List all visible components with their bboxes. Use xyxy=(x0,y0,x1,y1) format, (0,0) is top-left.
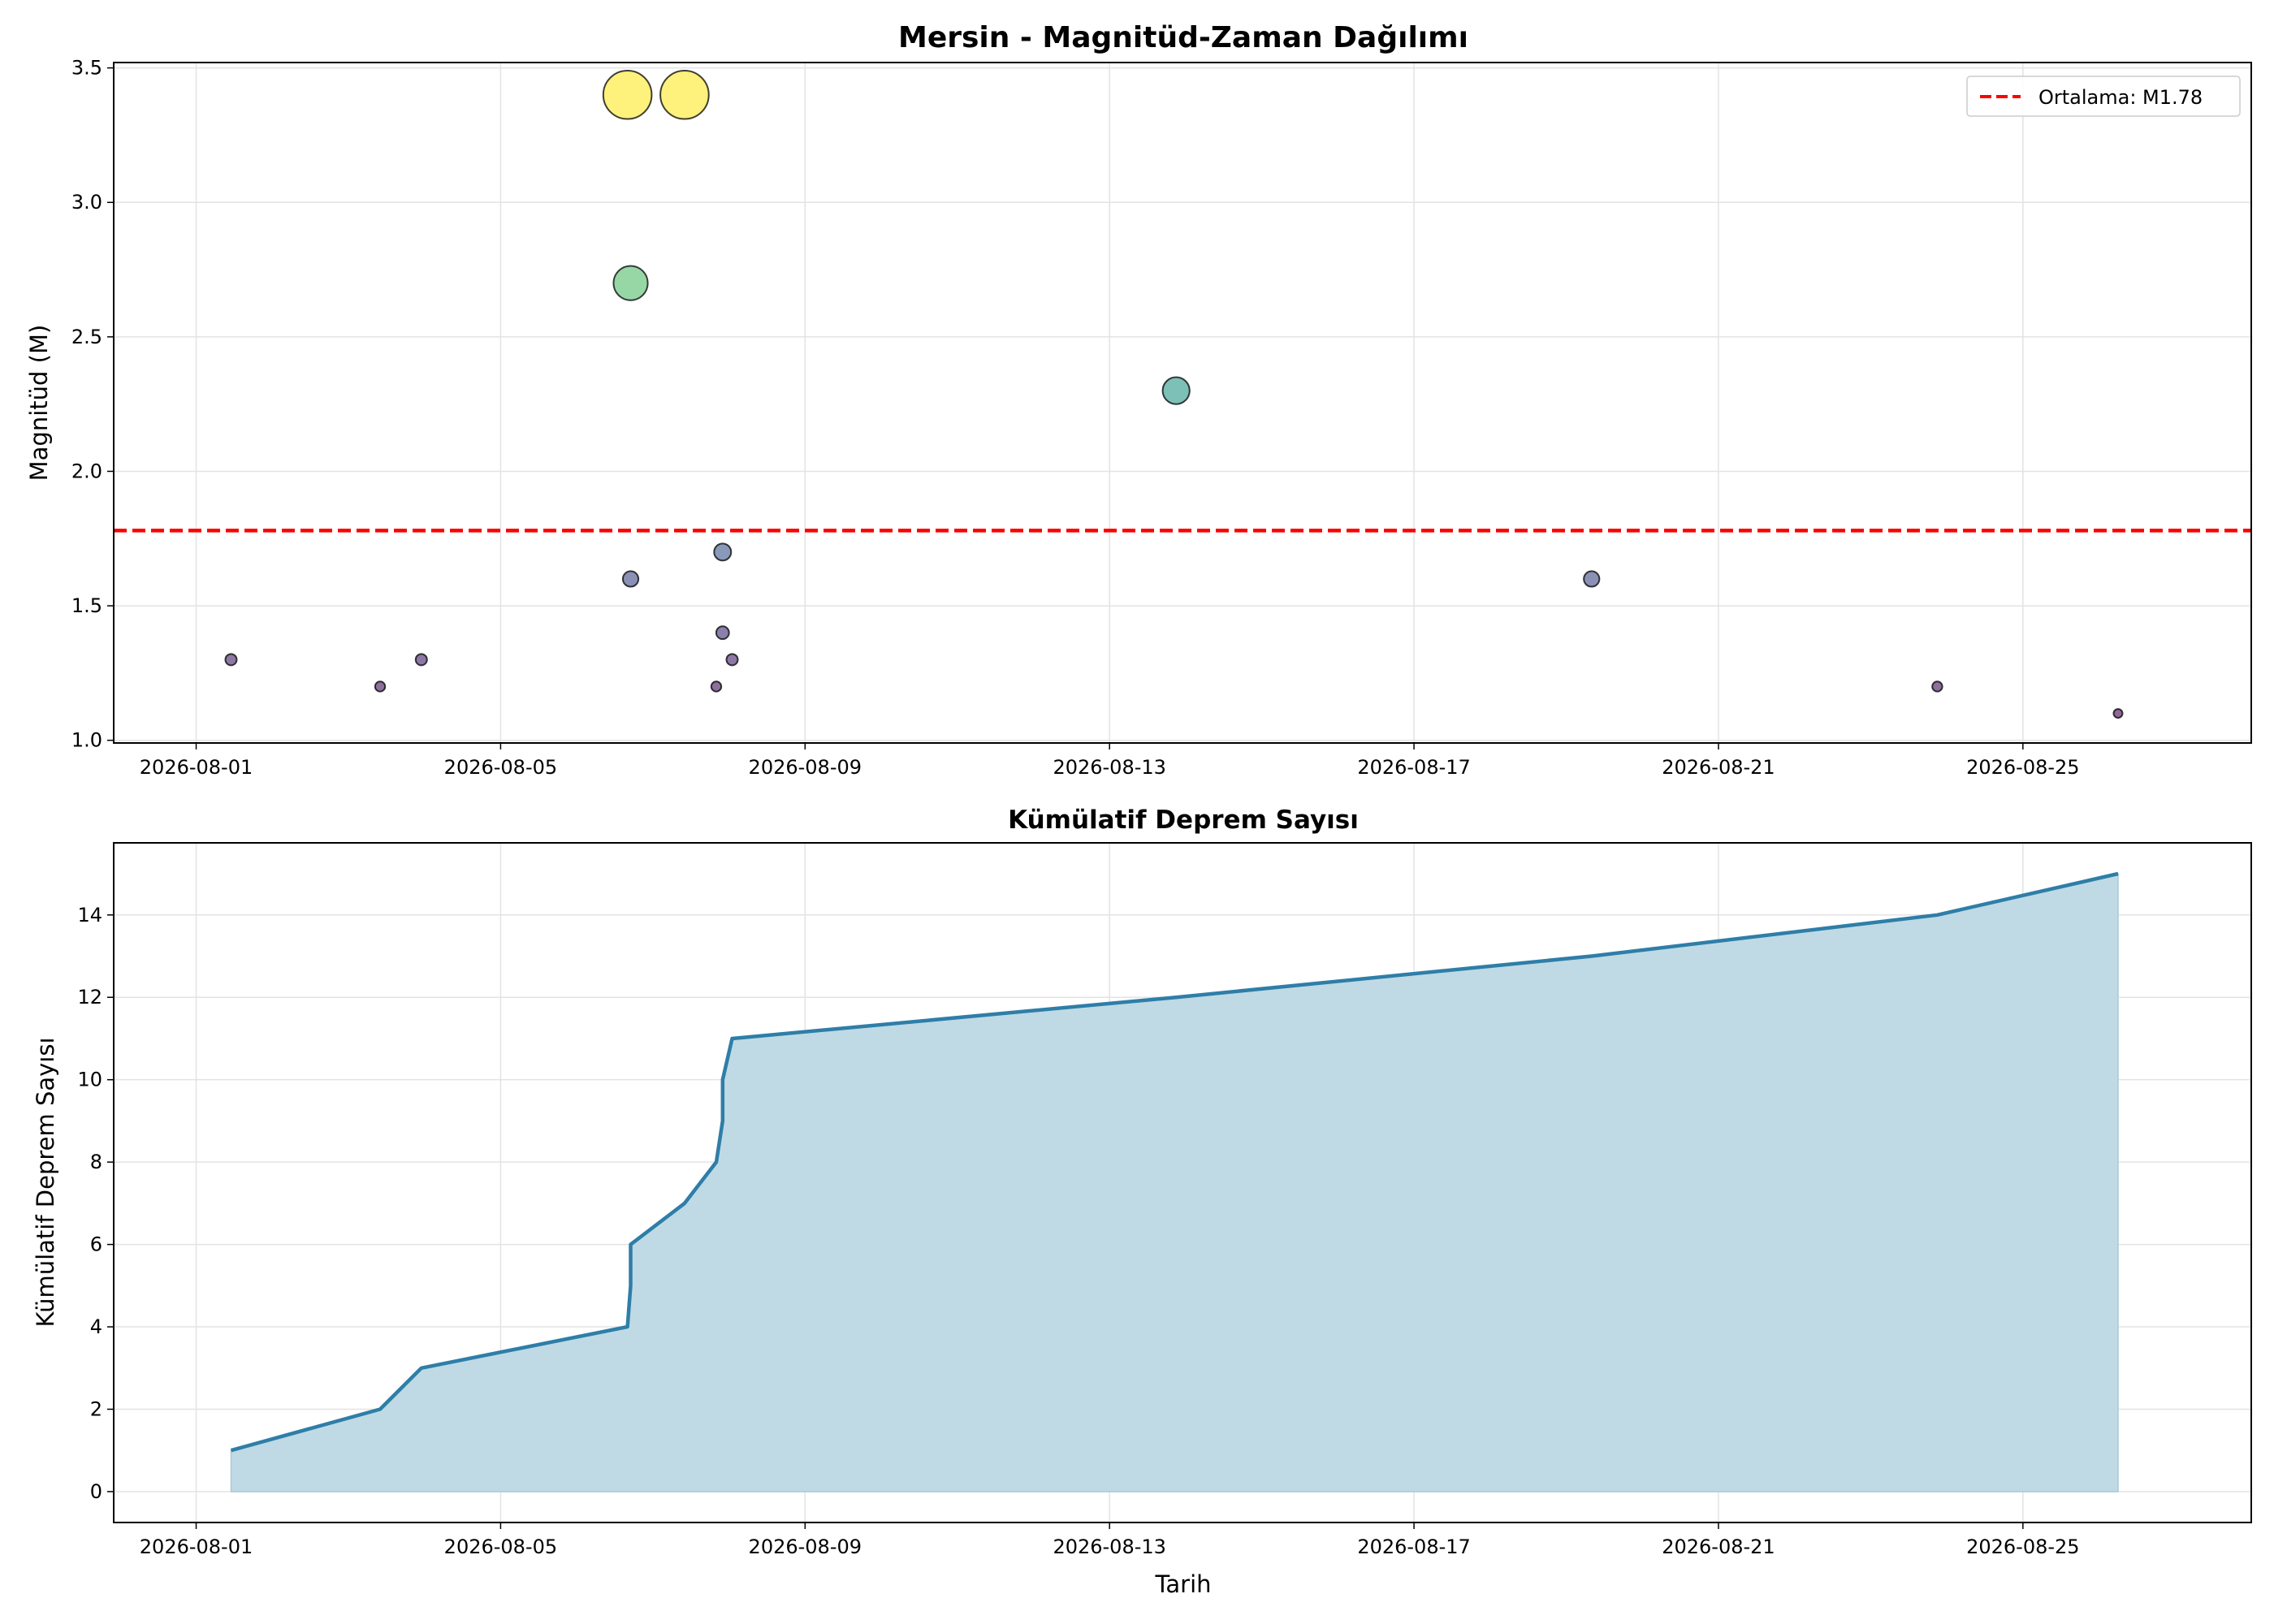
scatter-y-tick-label: 1.0 xyxy=(71,729,102,752)
scatter-grid xyxy=(114,63,2251,743)
scatter-point xyxy=(621,570,640,588)
cumulative-title: Kümülatif Deprem Sayısı xyxy=(1008,806,1359,835)
scatter-point xyxy=(2112,708,2124,719)
cumulative-y-tick-label: 12 xyxy=(77,986,102,1009)
cumulative-x-tick-label: 2026-08-05 xyxy=(444,1535,557,1558)
scatter-x-tick-label: 2026-08-17 xyxy=(1357,756,1470,779)
cumulative-x-tick-label: 2026-08-17 xyxy=(1357,1535,1470,1558)
legend-box xyxy=(1966,76,2241,117)
scatter-plot-frame xyxy=(113,62,2252,744)
scatter-x-tick-label: 2026-08-01 xyxy=(140,756,253,779)
scatter-point xyxy=(713,542,733,562)
cumulative-x-tick-label: 2026-08-13 xyxy=(1053,1535,1165,1558)
scatter-y-tick-label: 3.5 xyxy=(71,57,102,80)
cumulative-y-axis-label: Kümülatif Deprem Sayısı xyxy=(32,1037,59,1327)
scatter-point xyxy=(612,265,649,301)
scatter-point xyxy=(1931,680,1943,693)
cumulative-count-chart: Kümülatif Deprem Sayısı 2026-08-01 2026-0… xyxy=(32,806,2252,1598)
scatter-y-axis-label: Magnitüd (M) xyxy=(25,325,53,482)
scatter-y-tick-label: 3.0 xyxy=(71,191,102,214)
scatter-y-axis: 1.0 1.5 2.0 2.5 3.0 3.5 xyxy=(71,57,114,752)
scatter-point xyxy=(602,69,653,120)
scatter-point xyxy=(1583,570,1601,588)
scatter-x-axis: 2026-08-01 2026-08-05 2026-08-09 2026-08-13… xyxy=(140,743,2080,779)
cumulative-plot-frame xyxy=(113,842,2252,1523)
scatter-y-tick-label: 1.5 xyxy=(71,594,102,617)
cumulative-y-tick-label: 2 xyxy=(90,1398,102,1421)
scatter-x-tick-label: 2026-08-09 xyxy=(749,756,862,779)
cumulative-y-tick-label: 8 xyxy=(90,1151,102,1173)
scatter-y-tick-label: 2.5 xyxy=(71,326,102,348)
scatter-x-tick-label: 2026-08-21 xyxy=(1662,756,1775,779)
scatter-point xyxy=(725,653,739,667)
cumulative-x-tick-label: 2026-08-25 xyxy=(1966,1535,2079,1558)
cumulative-x-tick-label: 2026-08-09 xyxy=(749,1535,862,1558)
cumulative-x-tick-label: 2026-08-01 xyxy=(140,1535,253,1558)
scatter-point xyxy=(414,653,428,667)
cumulative-y-tick-label: 0 xyxy=(90,1480,102,1503)
scatter-point xyxy=(1161,376,1191,405)
cumulative-line xyxy=(230,871,2119,1453)
cumulative-y-axis: 0 2 4 6 8 10 12 14 xyxy=(77,904,114,1503)
cumulative-y-tick-label: 6 xyxy=(90,1233,102,1256)
cumulative-x-tick-label: 2026-08-21 xyxy=(1662,1535,1775,1558)
cumulative-x-axis-label: Tarih xyxy=(1154,1570,1211,1598)
cumulative-x-axis: 2026-08-01 2026-08-05 2026-08-09 2026-08-13… xyxy=(140,1522,2080,1558)
cumulative-y-tick-label: 4 xyxy=(90,1315,102,1338)
scatter-point xyxy=(374,680,387,693)
cumulative-y-tick-label: 14 xyxy=(77,904,102,926)
cumulative-area-layer xyxy=(230,871,2119,1492)
scatter-legend: Ortalama: M1.78 xyxy=(1966,76,2241,117)
scatter-point xyxy=(224,653,238,667)
cumulative-y-tick-label: 10 xyxy=(77,1069,102,1091)
scatter-point xyxy=(715,625,730,641)
scatter-point xyxy=(659,69,710,120)
scatter-x-tick-label: 2026-08-05 xyxy=(444,756,557,779)
scatter-x-tick-label: 2026-08-25 xyxy=(1966,756,2079,779)
legend-mean-label: Ortalama: M1.78 xyxy=(2038,86,2203,109)
scatter-points xyxy=(224,69,2124,719)
scatter-x-tick-label: 2026-08-13 xyxy=(1053,756,1165,779)
scatter-y-tick-label: 2.0 xyxy=(71,460,102,482)
scatter-title: Mersin - Magnitüd-Zaman Dağılımı xyxy=(898,21,1468,54)
magnitude-time-scatter: Mersin - Magnitüd-Zaman Dağılımı 2026-08… xyxy=(25,21,2252,779)
scatter-point xyxy=(710,680,723,693)
